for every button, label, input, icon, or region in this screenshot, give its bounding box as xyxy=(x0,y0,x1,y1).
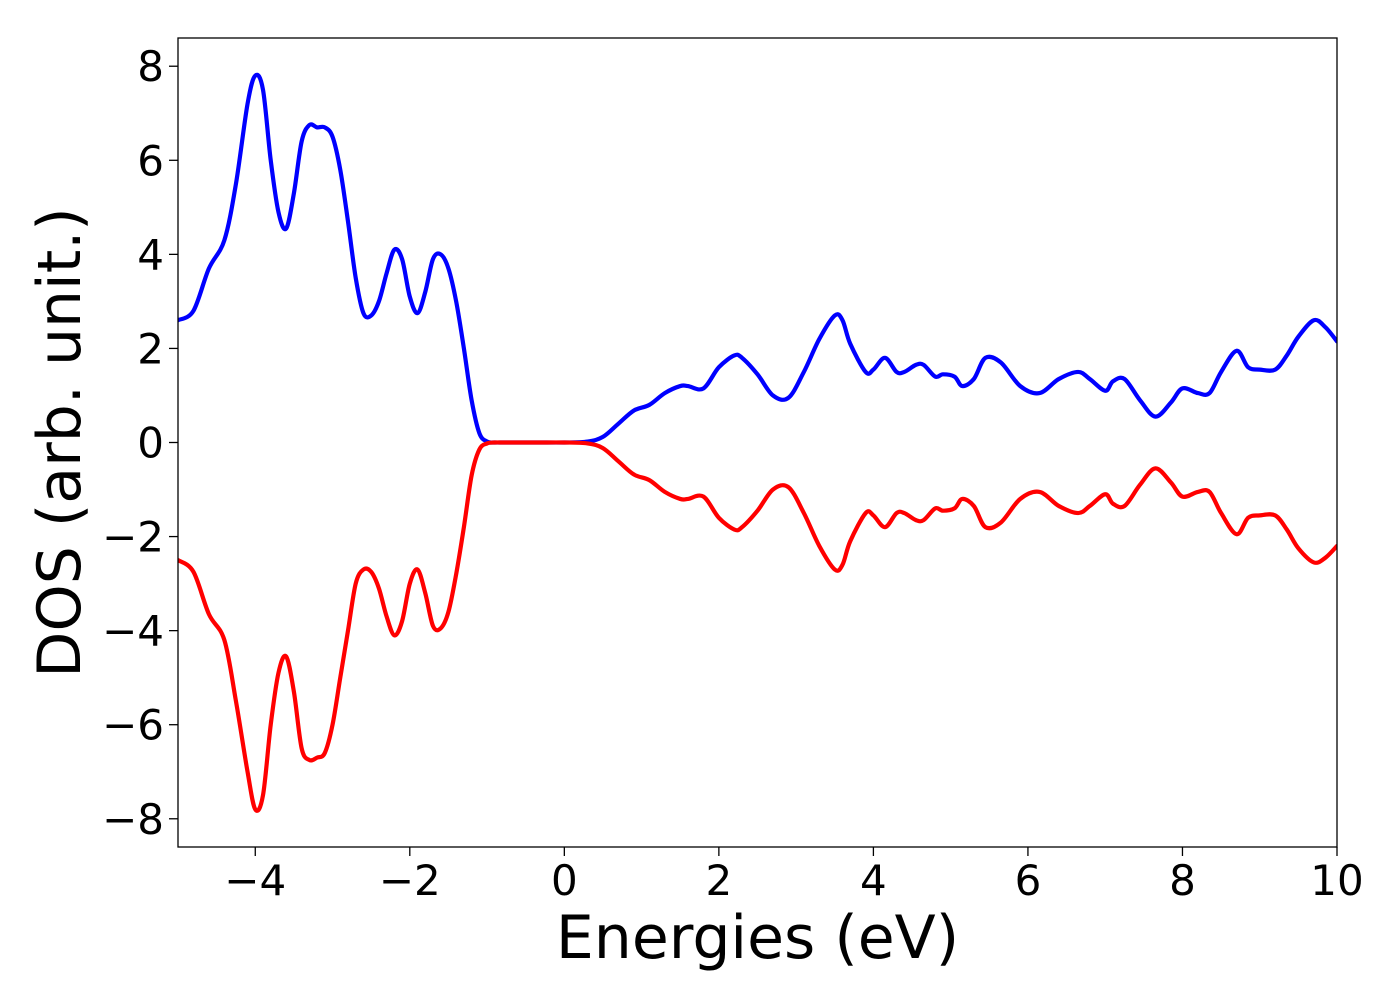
y-tick-label: 0 xyxy=(137,419,164,468)
plot-area xyxy=(178,72,1337,813)
x-axis-label: Energies (eV) xyxy=(556,903,959,973)
x-tick-label: −2 xyxy=(379,856,441,905)
y-tick-label: 6 xyxy=(137,136,164,185)
plot-frame xyxy=(177,37,1338,848)
y-tick-label: −6 xyxy=(102,701,164,750)
x-tick-label: −4 xyxy=(224,856,286,905)
x-tick-label: 8 xyxy=(1169,856,1196,905)
y-axis-label: DOS (arb. unit.) xyxy=(25,207,95,677)
x-tick-label: 10 xyxy=(1310,856,1363,905)
x-tick-label: 6 xyxy=(1015,856,1042,905)
y-tick-label: 2 xyxy=(137,324,164,373)
y-tick-label: 8 xyxy=(137,42,164,91)
x-tick-label: 4 xyxy=(860,856,887,905)
y-tick-label: −2 xyxy=(102,513,164,562)
series-line-blue xyxy=(178,72,1337,445)
series-line-red xyxy=(178,440,1337,813)
x-tick-label: 2 xyxy=(705,856,732,905)
x-tick-label: 0 xyxy=(551,856,578,905)
x-axis: −4 −2 0 2 4 6 8 10 xyxy=(224,847,1364,905)
y-axis: −8 −6 −4 −2 0 2 4 6 8 xyxy=(102,42,178,844)
y-tick-label: −8 xyxy=(102,795,164,844)
y-tick-label: −4 xyxy=(102,607,164,656)
y-tick-label: 4 xyxy=(137,230,164,279)
